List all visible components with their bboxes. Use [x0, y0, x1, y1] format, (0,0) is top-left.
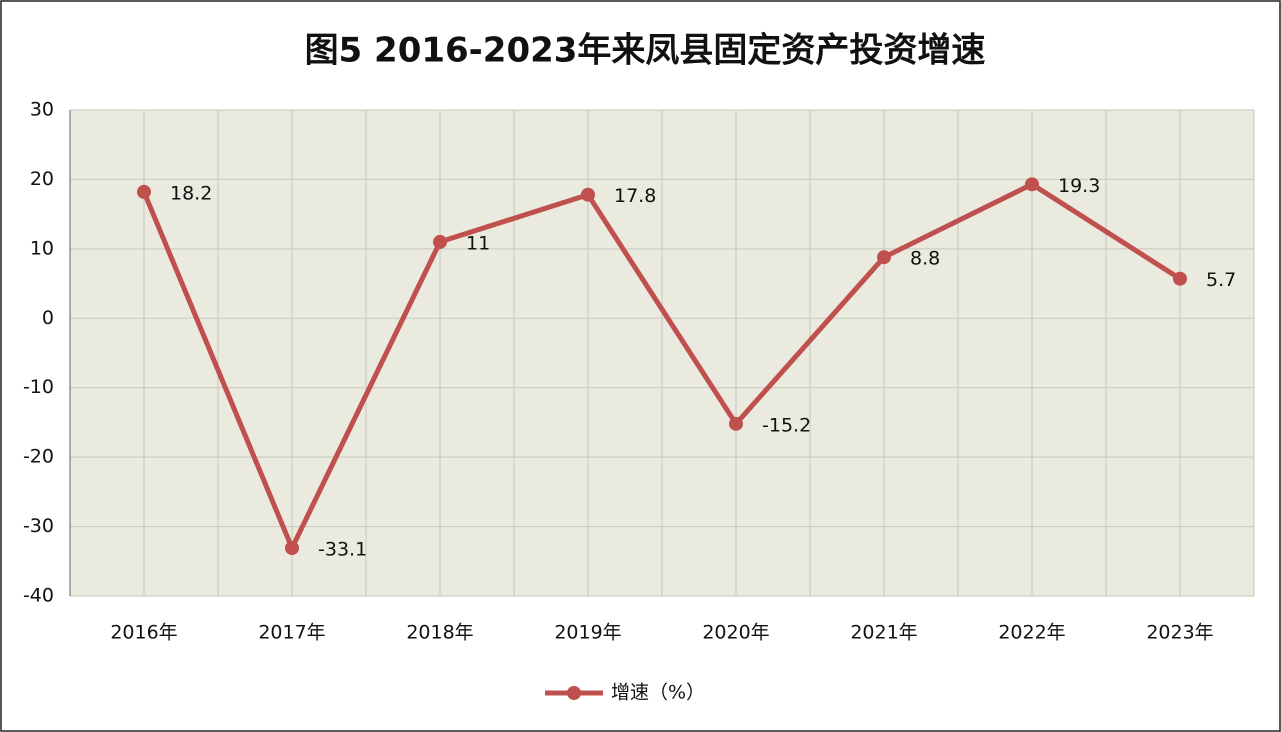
y-tick-label: -30: [23, 515, 54, 537]
data-label: 5.7: [1206, 269, 1236, 291]
data-line: [141, 181, 1182, 551]
chart-title: 图5 2016-2023年来凤县固定资产投资增速: [305, 31, 986, 71]
y-tick-label: 20: [30, 168, 54, 190]
data-label: 11: [466, 232, 490, 254]
x-tick-label: 2017年: [258, 622, 325, 644]
data-point: [137, 184, 151, 199]
legend-label: 增速（%）: [611, 682, 705, 704]
x-tick-label: 2018年: [406, 622, 473, 644]
x-tick-label: 2021年: [850, 622, 917, 644]
data-label: 8.8: [910, 248, 940, 270]
data-label: 17.8: [614, 185, 656, 207]
y-tick-label: 0: [42, 307, 54, 329]
data-label: -15.2: [762, 414, 811, 436]
x-tick-label: 2023年: [1146, 622, 1213, 644]
data-point: [877, 250, 891, 265]
data-label: 19.3: [1058, 175, 1100, 197]
data-point: [433, 234, 447, 249]
y-tick-label: -10: [23, 376, 54, 398]
y-tick-label: -40: [23, 585, 54, 607]
legend-marker: [567, 686, 581, 700]
data-point: [729, 416, 743, 431]
x-tick-label: 2019年: [554, 622, 621, 644]
x-tick-label: 2022年: [998, 622, 1065, 644]
x-tick-label: 2020年: [702, 622, 769, 644]
y-tick-label: 10: [30, 237, 54, 259]
data-point: [1173, 271, 1187, 286]
data-label: 18.2: [170, 182, 212, 204]
data-point: [1025, 177, 1039, 192]
x-tick-label: 2016年: [110, 622, 177, 644]
data-point: [581, 187, 595, 202]
data-label: -33.1: [318, 539, 367, 561]
y-tick-label: -20: [23, 446, 54, 468]
y-tick-label: 30: [30, 99, 54, 121]
data-point: [285, 541, 299, 556]
